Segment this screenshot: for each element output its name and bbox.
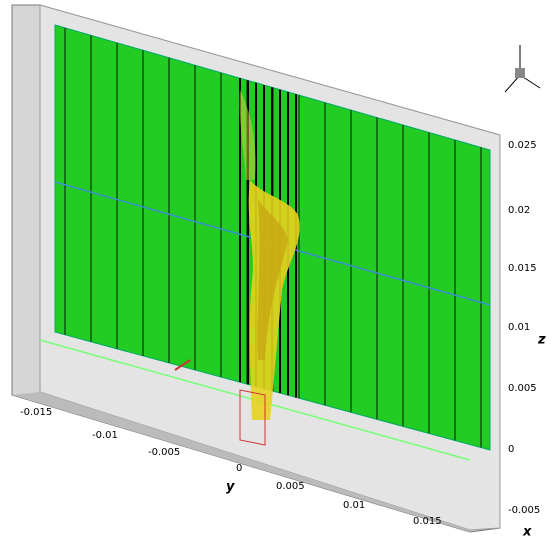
z-tick-label: 0.015	[508, 263, 537, 274]
y-tick-label: 0.01	[343, 500, 365, 511]
y-tick-label: -0.015	[20, 407, 52, 418]
y-tick-label: -0.005	[148, 447, 180, 458]
z-tick-label: -0.005	[508, 505, 540, 516]
z-tick-label: 0	[508, 444, 514, 455]
y-tick-label: -0.01	[92, 430, 118, 441]
marker	[174, 359, 191, 371]
domain-floor	[12, 392, 470, 532]
inlet	[239, 389, 266, 446]
z-tick-label: 0.025	[508, 140, 537, 151]
x-axis-label: x	[522, 525, 532, 540]
plume-top	[239, 90, 256, 180]
z-axis-label: z	[537, 333, 546, 348]
y-tick-label: 0	[236, 463, 242, 474]
z-tick-label: 0.02	[508, 205, 530, 216]
y-tick-label: 0.015	[413, 516, 442, 527]
plume-core	[257, 200, 288, 360]
axis-triad	[504, 45, 541, 93]
plume	[239, 90, 300, 420]
axis-labels: 0.025 0.02 0.015 0.01 0.005 0 -0.005 z -0.015 -0.…	[20, 140, 546, 540]
y-axis-label: y	[226, 480, 235, 495]
z-tick-label: 0.005	[508, 383, 537, 394]
y-tick-label: 0.005	[276, 481, 305, 492]
z-tick-label: 0.01	[508, 322, 530, 333]
